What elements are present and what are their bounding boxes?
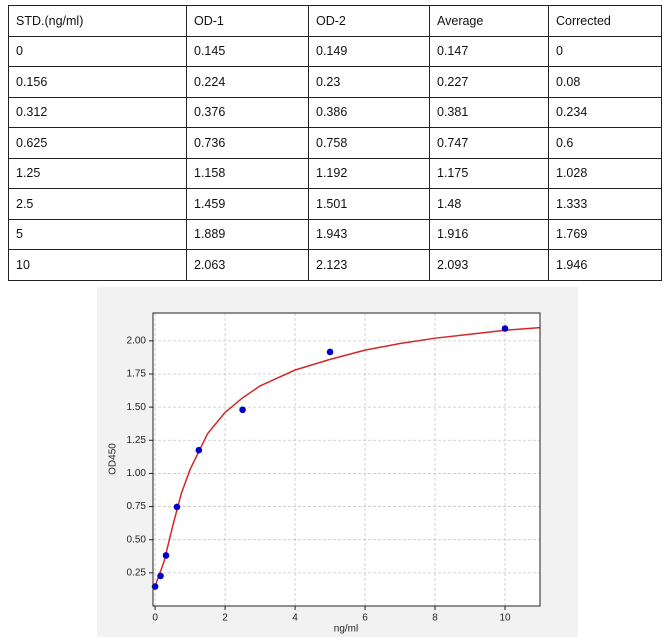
- table-cell: STD.(ng/ml): [8, 5, 187, 37]
- table-row: 0.625 0.736 0.758 0.747 0.6: [8, 127, 662, 159]
- table-cell: 2.123: [308, 249, 430, 281]
- table-cell: 0.156: [8, 66, 187, 98]
- table-cell: 1.889: [186, 218, 309, 250]
- chart: ng/ml OD450 0 2 4 6 8 10 0.25 0.50 0.75 1.00 1.25 1…: [97, 287, 578, 637]
- table-cell: 2.093: [429, 249, 549, 281]
- table-cell: 1.028: [548, 157, 662, 189]
- table-row: 0.312 0.376 0.386 0.381 0.234: [8, 96, 662, 128]
- x-tick-label: 6: [362, 613, 368, 624]
- data-point: [162, 552, 170, 559]
- x-axis-label: ng/ml: [334, 624, 358, 635]
- x-tick-label: 2: [222, 613, 228, 624]
- table-cell: 0: [548, 35, 662, 67]
- table-cell: 0.147: [429, 35, 549, 67]
- data-point: [157, 572, 164, 580]
- table-cell: 0.227: [429, 66, 549, 98]
- table-cell: 0.149: [308, 35, 430, 67]
- y-tick-label: 1.75: [127, 369, 147, 380]
- table-cell: 0.386: [308, 96, 430, 128]
- table-cell: 2.063: [186, 249, 309, 281]
- data-point: [501, 325, 509, 332]
- data-point: [239, 406, 246, 414]
- table-cell: 10: [8, 249, 187, 281]
- table-cell: Average: [429, 5, 549, 37]
- y-tick-label: 0.25: [127, 567, 147, 578]
- table-cell: OD-2: [308, 5, 430, 37]
- table-cell: Corrected: [548, 5, 662, 37]
- plot-frame: [152, 312, 541, 607]
- table-cell: 1.916: [429, 218, 549, 250]
- data-table: STD.(ng/ml) OD-1 OD-2 Average Corrected 0 0.14…: [8, 5, 662, 281]
- y-tick-label: 0.75: [127, 501, 147, 512]
- table-cell: 1.946: [548, 249, 662, 281]
- table-cell: 1.769: [548, 218, 662, 250]
- table-cell: 1.175: [429, 157, 549, 189]
- table-row: 1.25 1.158 1.192 1.175 1.028: [8, 157, 662, 189]
- table-cell: 0.747: [429, 127, 549, 159]
- table-row: 2.5 1.459 1.501 1.48 1.333: [8, 188, 662, 220]
- table-cell: 1.943: [308, 218, 430, 250]
- y-axis-label: OD450: [108, 443, 119, 475]
- table-cell: OD-1: [186, 5, 309, 37]
- table-cell: 0.145: [186, 35, 309, 67]
- table-cell: 1.501: [308, 188, 430, 220]
- table-cell: 1.48: [429, 188, 549, 220]
- table-cell: 0.312: [8, 96, 187, 128]
- x-tick-label: 10: [499, 613, 511, 624]
- table-cell: 1.459: [186, 188, 309, 220]
- table-cell: 1.333: [548, 188, 662, 220]
- table-cell: 0.381: [429, 96, 549, 128]
- table-row: 0 0.145 0.149 0.147 0: [8, 35, 662, 67]
- table-cell: 2.5: [8, 188, 187, 220]
- table-row: 0.156 0.224 0.23 0.227 0.08: [8, 66, 662, 98]
- table-cell: 1.192: [308, 157, 430, 189]
- table-cell: 0.234: [548, 96, 662, 128]
- table-cell: 1.158: [186, 157, 309, 189]
- table-cell: 0.376: [186, 96, 309, 128]
- table-cell: 0: [8, 35, 187, 67]
- table-row: 10 2.063 2.123 2.093 1.946: [8, 249, 662, 281]
- x-tick-label: 4: [292, 613, 298, 624]
- data-point: [195, 446, 203, 454]
- y-tick-label: 1.25: [127, 435, 147, 446]
- table-cell: 0.6: [548, 127, 662, 159]
- x-tick-label: 0: [152, 613, 158, 624]
- table-cell: 0.08: [548, 66, 662, 98]
- data-point: [326, 348, 334, 356]
- y-tick-label: 1.00: [127, 468, 147, 479]
- table-cell: 0.224: [186, 66, 309, 98]
- table-cell: 5: [8, 218, 187, 250]
- y-tick-label: 1.50: [127, 402, 147, 413]
- y-tick-label: 2.00: [127, 335, 147, 346]
- table-row: 5 1.889 1.943 1.916 1.769: [8, 218, 662, 250]
- x-tick-label: 8: [432, 613, 438, 624]
- table-cell: 0.23: [308, 66, 430, 98]
- y-tick-label: 0.50: [127, 534, 147, 545]
- table-cell: 0.736: [186, 127, 309, 159]
- table-cell: 0.625: [8, 127, 187, 159]
- header-row: STD.(ng/ml) OD-1 OD-2 Average Corrected: [8, 5, 662, 37]
- plot-area: [153, 313, 540, 606]
- table-cell: 1.25: [8, 157, 187, 189]
- table-cell: 0.758: [308, 127, 430, 159]
- data-point: [173, 503, 181, 511]
